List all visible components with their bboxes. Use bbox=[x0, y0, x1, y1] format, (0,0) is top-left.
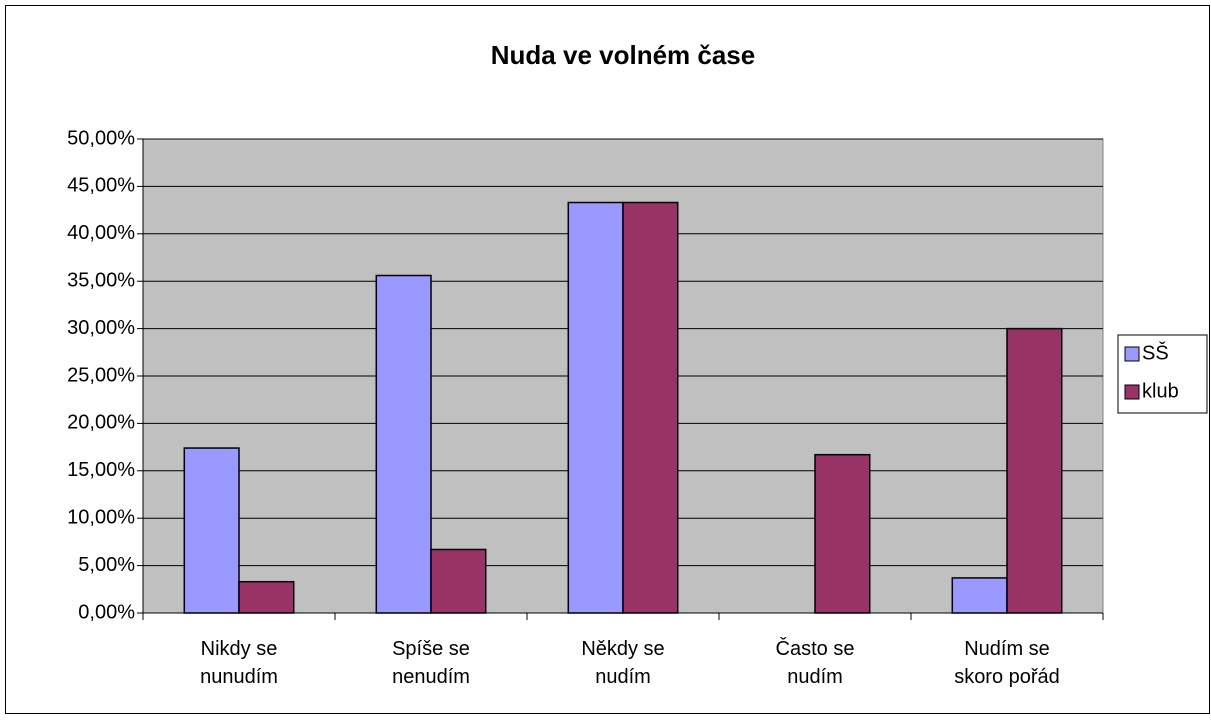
y-tick-label: 25,00% bbox=[67, 364, 135, 386]
bar bbox=[375, 274, 432, 614]
legend-swatch bbox=[1124, 384, 1140, 400]
legend-label: klub bbox=[1142, 380, 1179, 402]
x-tick-label: Nikdy se nunudím bbox=[200, 638, 278, 688]
bar bbox=[238, 580, 295, 614]
y-tick-label: 30,00% bbox=[67, 317, 135, 339]
y-tick-label: 35,00% bbox=[67, 269, 135, 291]
y-tick-label: 15,00% bbox=[67, 459, 135, 481]
x-tick-label: Často se nudím bbox=[775, 638, 855, 688]
y-tick-label: 10,00% bbox=[67, 506, 135, 528]
y-tick-label: 5,00% bbox=[78, 554, 135, 576]
y-tick-label: 0,00% bbox=[78, 601, 135, 623]
bar bbox=[814, 453, 871, 614]
legend-swatch bbox=[1124, 346, 1140, 362]
x-tick-label: Nudím se skoro pořád bbox=[954, 638, 1060, 688]
chart-title: Nuda ve volném čase bbox=[491, 40, 755, 70]
y-tick-label: 20,00% bbox=[67, 412, 135, 434]
y-tick-label: 50,00% bbox=[67, 127, 135, 149]
bar bbox=[622, 201, 679, 614]
legend-label: SŠ bbox=[1142, 341, 1169, 364]
x-tick-label: Spíše se nenudím bbox=[392, 638, 470, 688]
y-tick-label: 40,00% bbox=[67, 222, 135, 244]
y-tick-label: 45,00% bbox=[67, 175, 135, 197]
bar bbox=[567, 201, 624, 614]
bar bbox=[951, 577, 1008, 614]
bar bbox=[183, 447, 240, 614]
bar bbox=[1006, 327, 1063, 614]
x-tick-label: Někdy se nudím bbox=[581, 638, 665, 688]
bar bbox=[430, 548, 487, 614]
